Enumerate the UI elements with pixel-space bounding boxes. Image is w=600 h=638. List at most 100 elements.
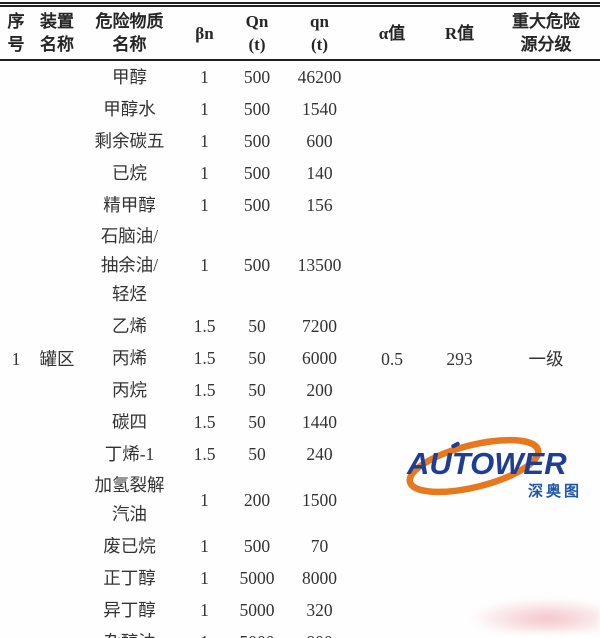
grade-cell: 一级 [528,349,564,369]
qn-cell: 800 [282,626,357,638]
qn-cell: 600 [306,130,333,151]
material-name-cell: 剩余碳五 [94,130,165,151]
col-header-R: R值 [427,4,492,61]
qn-cell: 70 [310,535,329,556]
beta-cell: 1 [200,162,209,183]
material-name-cell: 异丁醇 [103,599,156,620]
Qn-cell: 50 [248,347,266,368]
device-cell: 罐区 [39,349,75,369]
material-name-cell: 乙烯 [112,315,147,336]
col-header-qn: qn (t) [282,4,357,61]
material-name-cell: 甲醇 [112,66,147,87]
Qn-cell: 200 [243,489,271,510]
material-name-cell: 碳四 [112,411,147,432]
table-row: 乙烯 1.5 50 7200 [0,310,600,342]
beta-cell: 1 [200,567,209,588]
Qn-cell: 500 [243,162,271,183]
material-name-cell: 废已烷 [103,535,156,556]
beta-cell: 1 [200,489,209,510]
col-header-beta: βn [177,4,232,61]
beta-cell: 1 [200,130,209,151]
material-name-cell: 甲醇水 [103,98,156,119]
qn-cell: 46200 [297,66,342,87]
Qn-cell: 50 [248,443,266,464]
Qn-cell: 500 [243,98,271,119]
logo-brand-text: AUTOWER [407,446,567,481]
material-name-cell: 丙烷 [112,379,147,400]
beta-cell: 1 [200,535,209,556]
table-row: 杂醇油15000800 [0,626,600,638]
col-header-device: 装置 名称 [32,4,82,61]
qn-cell: 140 [306,162,333,183]
material-name-cell: 精甲醇 [103,194,156,215]
material-name-cell: 杂醇油 [82,626,177,638]
material-name-cell: 正丁醇 [103,567,156,588]
table-row: 已烷 1 500 140 [0,157,600,189]
col-header-alpha: α值 [357,4,427,61]
header-row: 序 号 装置 名称 危险物质 名称 βn Qn (t) qn (t) α值 R值… [0,4,600,61]
Qn-cell: 5000 [232,626,282,638]
swoosh-ellipse [406,436,542,496]
Qn-cell: 500 [243,535,271,556]
qn-cell: 200 [306,379,333,400]
table-body: 1 罐区 甲醇 1 500 46200 0.5 293 一级 甲醇水 1 500 1540 剩余碳五 1 50… [0,60,600,638]
table-row: 正丁醇 1 5000 8000 [0,562,600,594]
Qn-cell: 500 [243,194,271,215]
material-name-cell: 丙烯 [112,347,147,368]
table-row: 1 罐区 甲醇 1 500 46200 0.5 293 一级 [0,60,600,370]
col-header-grade: 重大危险 源分级 [492,4,600,61]
table-header: 序 号 装置 名称 危险物质 名称 βn Qn (t) qn (t) α值 R值… [0,4,600,61]
seq-cell: 1 [11,349,21,369]
table-row: 丁烯-1 1.5 50 240 [0,438,600,470]
beta-cell: 1 [200,194,209,215]
qn-cell: 1500 [302,489,337,510]
material-name-cell: 已烷 [112,162,147,183]
Qn-cell: 500 [243,255,271,275]
qn-cell: 156 [306,194,333,215]
table-row: 加氢裂解 汽油 1 200 1500 [0,470,600,530]
table-row: 废已烷 1 500 70 [0,530,600,562]
beta-cell: 1.5 [193,315,216,336]
material-name-cell: 加氢裂解 汽油 [94,475,165,524]
Qn-cell: 500 [243,66,271,87]
alpha-cell: 0.5 [381,349,403,369]
table-row: 异丁醇 1 5000 320 [0,594,600,626]
material-name-cell: 丁烯-1 [104,443,155,464]
qn-cell: 6000 [302,347,337,368]
beta-cell: 1 [200,255,209,275]
Qn-cell: 500 [243,130,271,151]
qn-cell: 8000 [302,567,337,588]
material-name-cell: 石脑油/ 抽余油/ 轻烃 [100,226,159,304]
qn-cell: 13500 [297,255,342,275]
table-row: 甲醇水 1 500 1540 [0,93,600,125]
table-row: 剩余碳五 1 500 600 [0,125,600,157]
col-header-seq: 序 号 [0,4,32,61]
table-row: 石脑油/ 抽余油/ 轻烃 1 500 13500 [0,221,600,310]
beta-cell: 1 [200,599,209,620]
Qn-cell: 50 [248,379,266,400]
table-row: 丙烷 1.5 50 200 [0,374,600,406]
Qn-cell: 5000 [239,599,275,620]
swoosh-icon [406,436,542,496]
qn-cell: 320 [306,599,333,620]
beta-cell: 1 [177,626,232,638]
Qn-cell: 50 [248,315,266,336]
r-cell: 293 [446,349,473,369]
beta-cell: 1.5 [193,347,216,368]
table-row: 碳四 1.5 50 1440 [0,406,600,438]
logo-sub-text: 深奥图 [527,483,582,500]
beta-cell: 1 [200,66,209,87]
col-header-material: 危险物质 名称 [82,4,177,61]
Qn-cell: 50 [248,411,266,432]
beta-cell: 1.5 [193,411,216,432]
autower-logo-watermark: AUTOWER 深奥图 [402,436,588,500]
Qn-cell: 5000 [239,567,275,588]
qn-cell: 7200 [302,315,337,336]
col-header-Qn: Qn (t) [232,4,282,61]
beta-cell: 1.5 [193,443,216,464]
qn-cell: 1440 [302,411,337,432]
beta-cell: 1 [200,98,209,119]
table-row: 丙烯 1.5 50 6000 [0,342,600,374]
table-row: 精甲醇 1 500 156 [0,189,600,221]
